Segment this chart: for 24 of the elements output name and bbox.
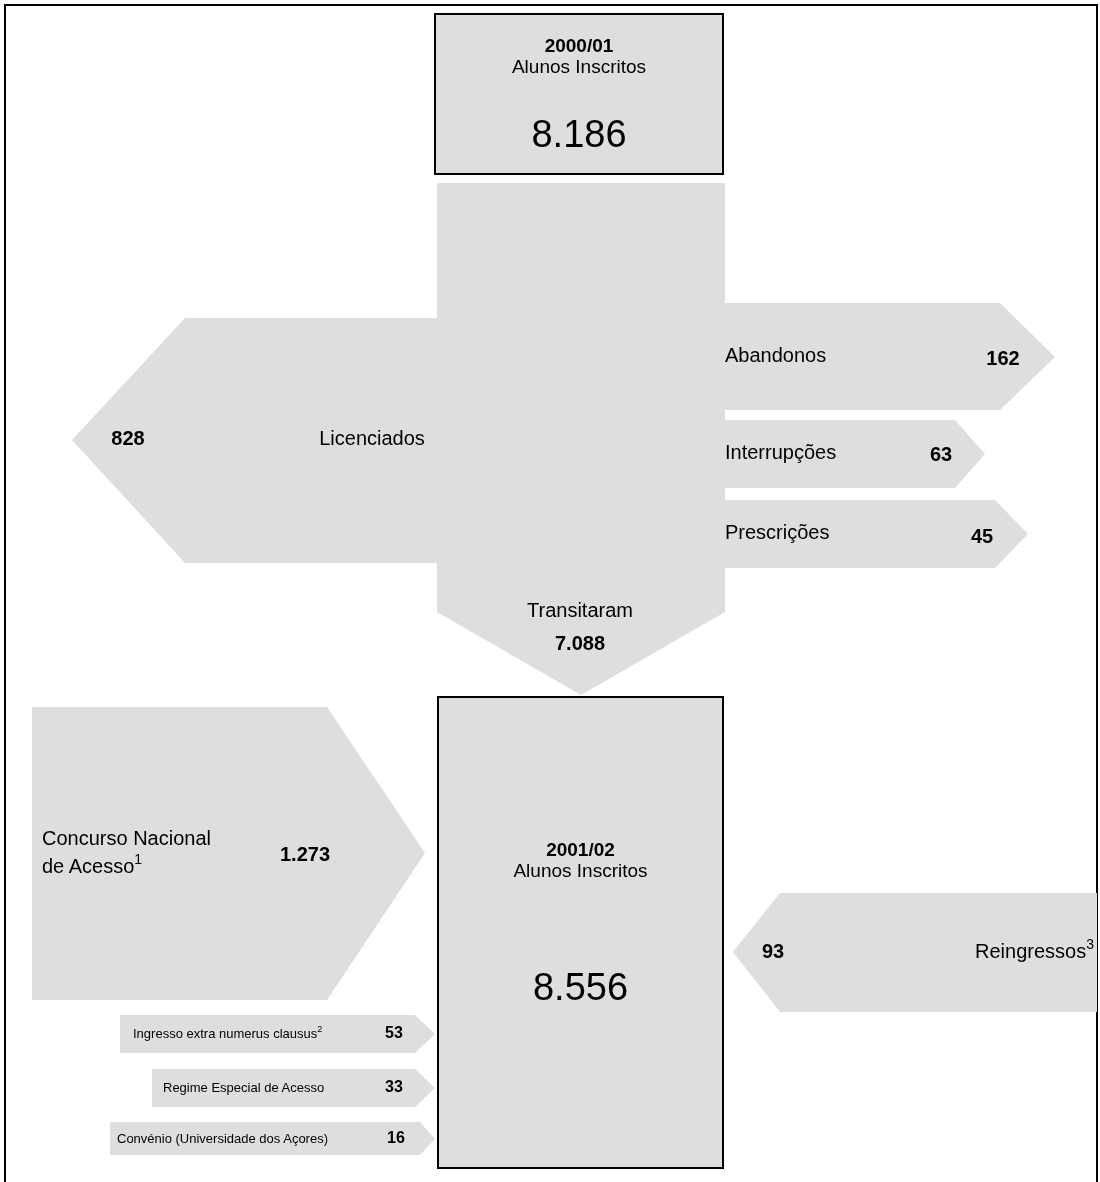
- category-label: Licenciados: [319, 427, 425, 450]
- category-label: 2000/01 Alunos Inscritos: [511, 35, 647, 78]
- category-label: Ingresso extra numerus clausus$^{2}$: [133, 1024, 323, 1042]
- data-label: 33: [385, 1078, 403, 1096]
- data-label: 7.088: [554, 632, 606, 655]
- category-label: Abandonos: [725, 344, 827, 367]
- category-label: Prescrições: [725, 521, 830, 544]
- category-label: 2001/02 Alunos Inscritos: [513, 839, 648, 882]
- data-label: 828: [111, 427, 145, 450]
- data-label: 16: [387, 1129, 405, 1147]
- data-label: 93: [761, 940, 785, 963]
- data-label: 8.556: [532, 966, 629, 1009]
- category-label: Convénio (Universidade dos Açores): [117, 1131, 328, 1147]
- category-label: Transitaram: [527, 599, 633, 622]
- category-label: Regime Especial de Acesso: [163, 1080, 325, 1096]
- data-label: 63: [929, 443, 953, 466]
- category-label: Concurso Nacional de Acesso$^{1}$: [42, 827, 211, 878]
- data-label: 45: [970, 525, 994, 548]
- category-label: Interrupções: [725, 441, 837, 464]
- data-label: 1.273: [279, 843, 331, 866]
- data-label: 162: [986, 347, 1020, 370]
- data-label: 53: [385, 1024, 403, 1042]
- category-label: Reingressos$^{3}$: [975, 935, 1095, 963]
- data-label: 8.186: [531, 113, 627, 156]
